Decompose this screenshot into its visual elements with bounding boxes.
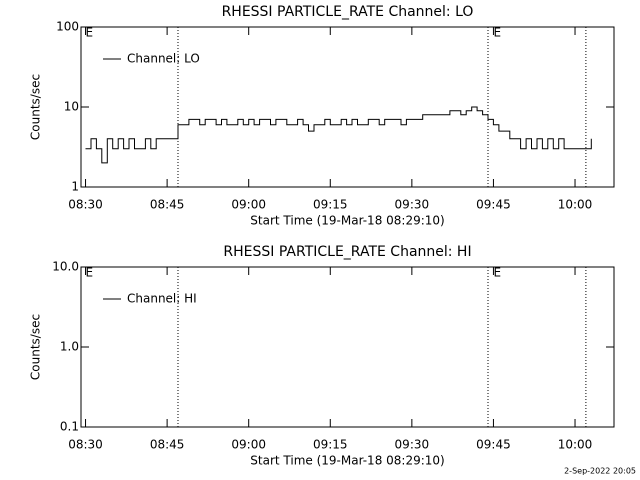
y-axis-label: Counts/sec bbox=[29, 314, 43, 380]
x-tick-label: 09:30 bbox=[395, 198, 430, 212]
x-tick-label: 10:00 bbox=[558, 198, 593, 212]
annotation: E bbox=[493, 266, 501, 280]
annotation: E bbox=[86, 26, 94, 40]
legend-label: Channel: HI bbox=[127, 292, 197, 306]
y-tick-label: 1 bbox=[71, 180, 79, 194]
annotation: E bbox=[86, 266, 94, 280]
x-tick-label: 08:30 bbox=[68, 198, 103, 212]
x-tick-label: 08:45 bbox=[150, 198, 185, 212]
x-tick-label: 09:00 bbox=[231, 438, 266, 452]
data-line bbox=[85, 106, 592, 164]
y-axis-label: Counts/sec bbox=[29, 74, 43, 140]
x-tick-label: 08:30 bbox=[68, 438, 103, 452]
y-tick-label: 100 bbox=[56, 20, 79, 34]
x-tick-label: 10:00 bbox=[558, 438, 593, 452]
y-tick-label: 10 bbox=[64, 100, 79, 114]
x-axis-label: Start Time (19-Mar-18 08:29:10) bbox=[250, 214, 444, 228]
chart-title: RHESSI PARTICLE_RATE Channel: LO bbox=[222, 4, 474, 20]
annotation: E bbox=[493, 26, 501, 40]
x-tick-label: 09:15 bbox=[313, 438, 348, 452]
legend-label: Channel: LO bbox=[127, 52, 200, 66]
x-axis-label: Start Time (19-Mar-18 08:29:10) bbox=[250, 454, 444, 468]
x-tick-label: 09:15 bbox=[313, 198, 348, 212]
x-tick-label: 09:00 bbox=[231, 198, 266, 212]
x-tick-label: 09:45 bbox=[476, 438, 511, 452]
x-tick-label: 08:45 bbox=[150, 438, 185, 452]
y-tick-label: 1.0 bbox=[60, 340, 79, 354]
footer: 2-Sep-2022 20:05 bbox=[564, 467, 636, 476]
x-tick-label: 09:45 bbox=[476, 198, 511, 212]
y-tick-label: 10.0 bbox=[52, 260, 79, 274]
chart-title: RHESSI PARTICLE_RATE Channel: HI bbox=[223, 244, 471, 260]
x-tick-label: 09:30 bbox=[395, 438, 430, 452]
y-tick-label: 0.1 bbox=[60, 420, 79, 434]
